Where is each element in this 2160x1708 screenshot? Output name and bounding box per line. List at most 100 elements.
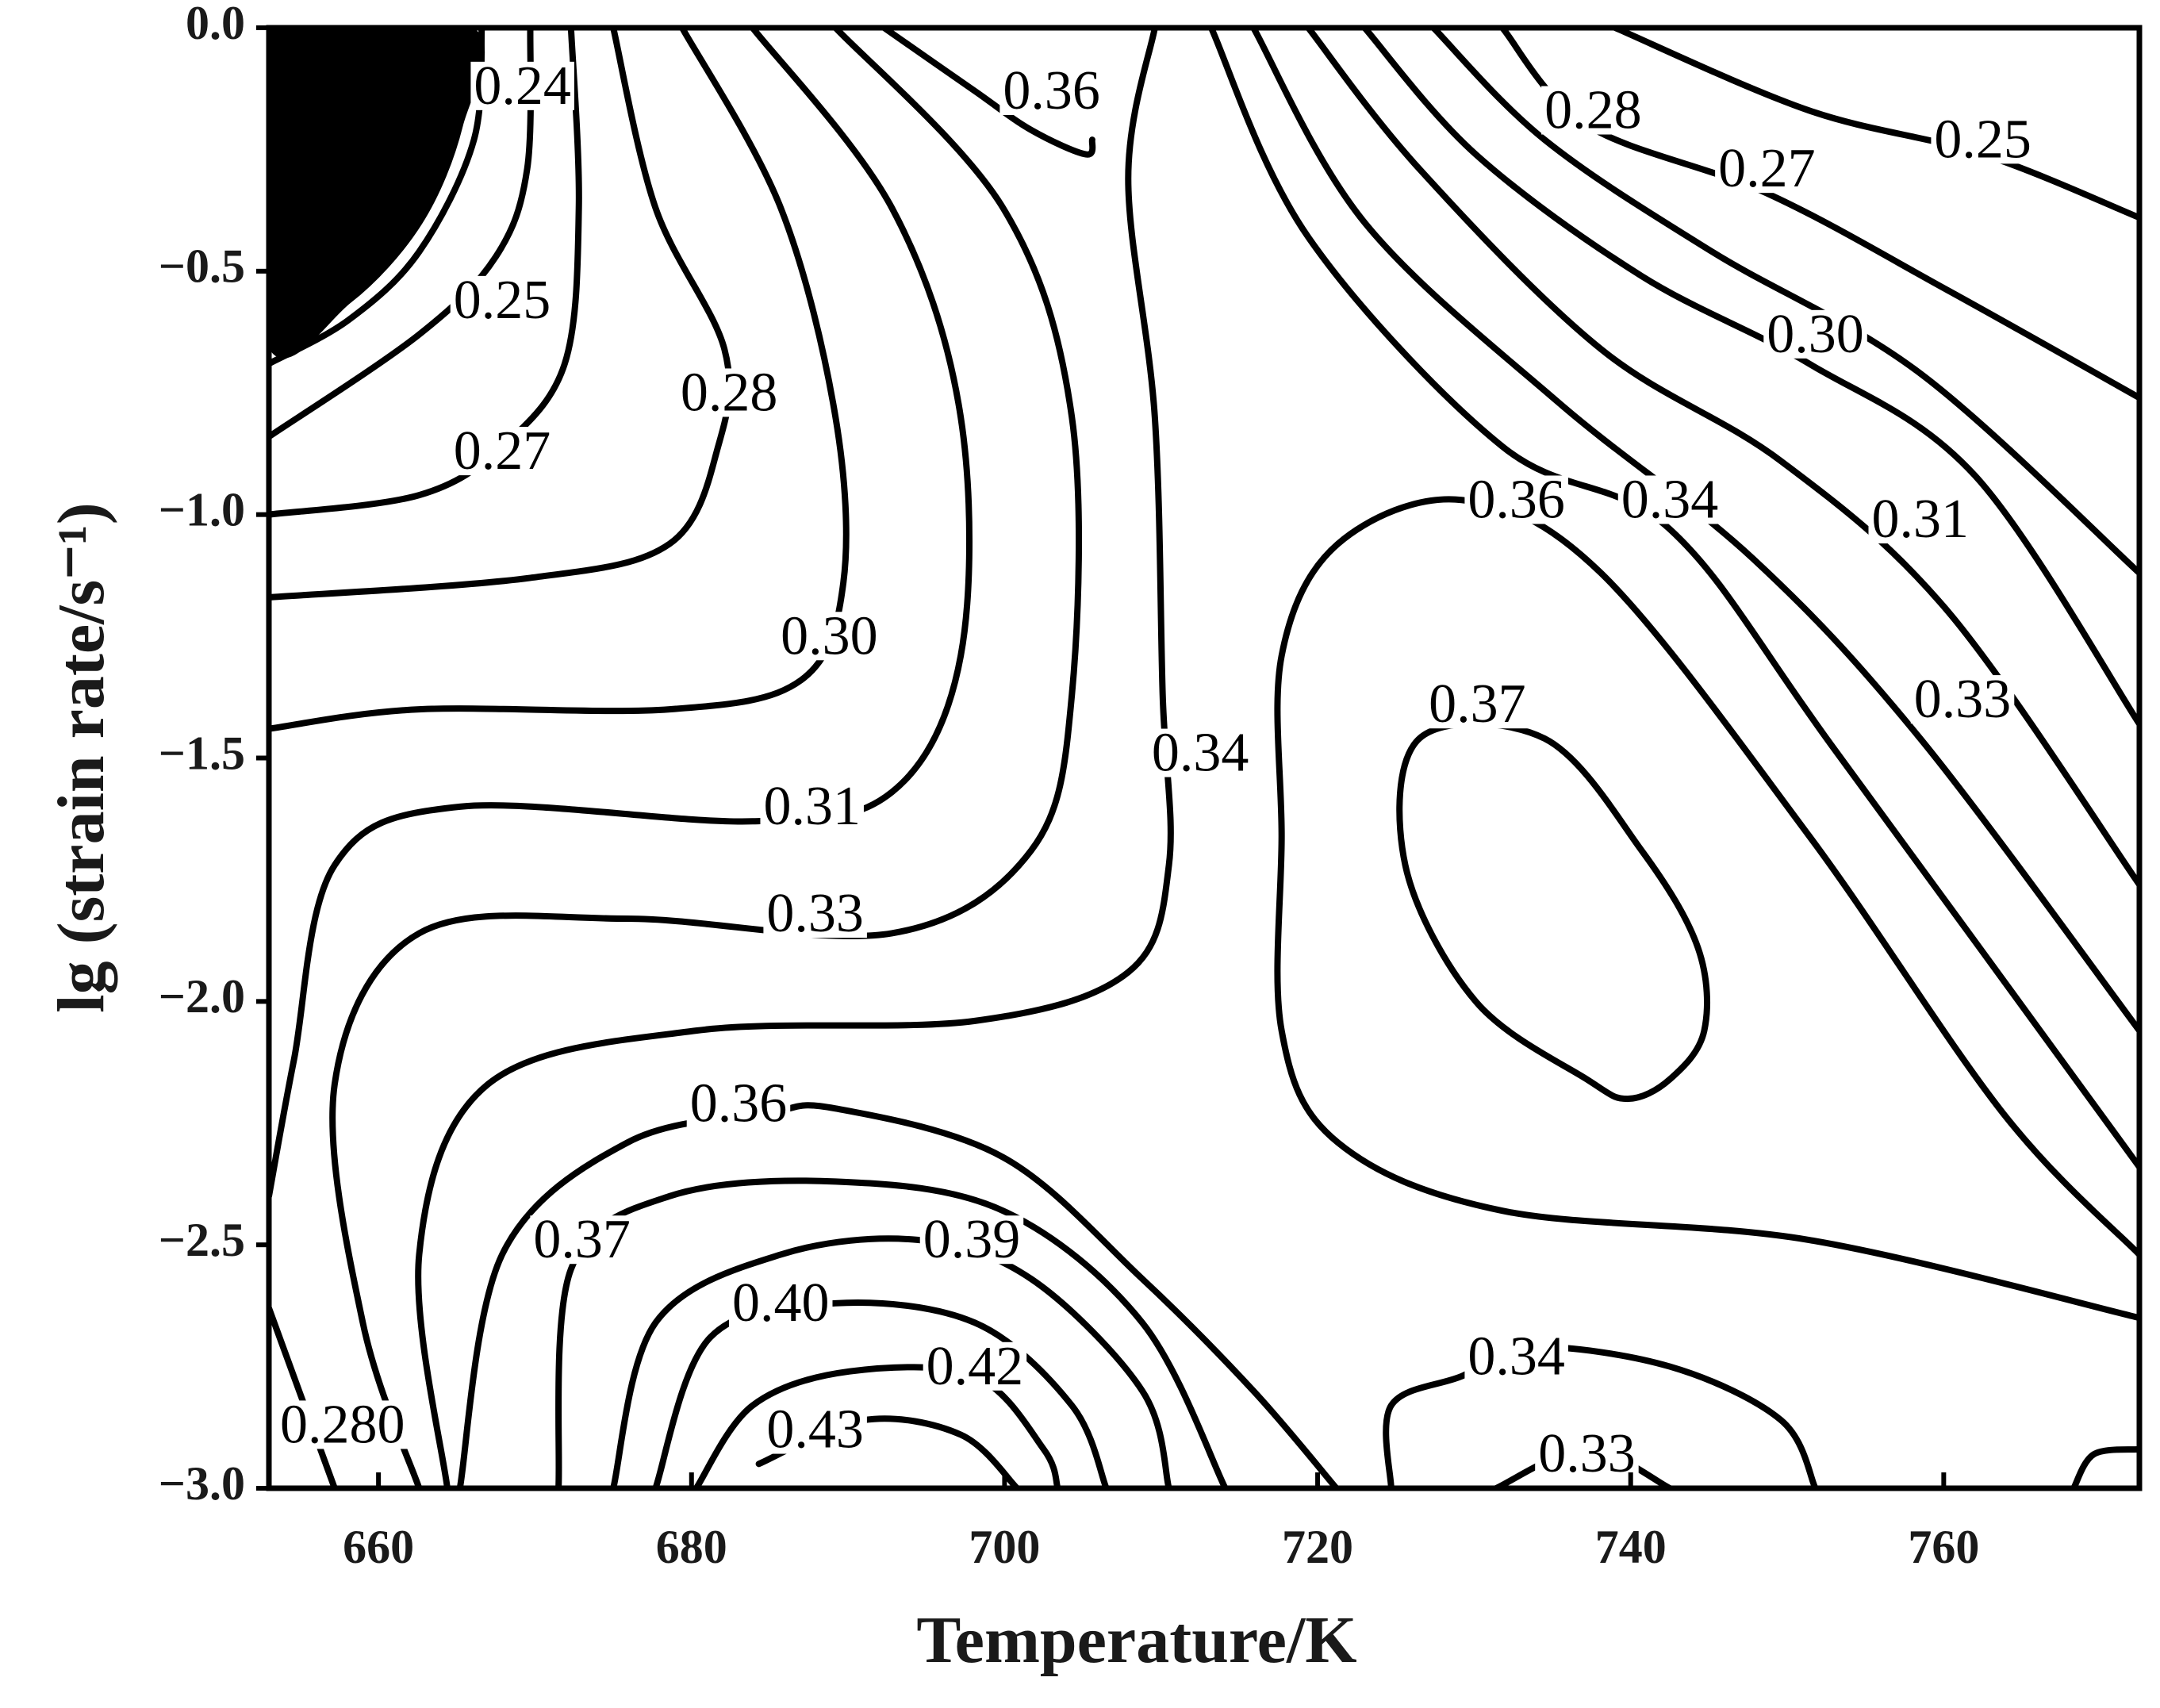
- contour-label: 0.28: [1544, 80, 1642, 141]
- contour-label-bg: [1617, 475, 1722, 524]
- contour-label-bg: [530, 1215, 634, 1265]
- contour-label-bg: [760, 782, 864, 831]
- contour-label-bg: [1541, 86, 1645, 135]
- contour-label-group: 0.30: [1763, 304, 1867, 365]
- contour-label: 0.31: [763, 776, 861, 837]
- contour-label-bg: [763, 889, 867, 938]
- contour-label-bg: [1931, 115, 2035, 164]
- contour-line: [880, 28, 1096, 158]
- y-tick-label: −2.5: [159, 1214, 245, 1266]
- contour-label: 0.42: [927, 1336, 1024, 1397]
- contour-line: [329, 28, 1083, 1488]
- contour-line: [2070, 1445, 2139, 1488]
- x-tick-label: 760: [1908, 1521, 1979, 1573]
- contour-line: [269, 28, 535, 440]
- contour-label: 0.27: [454, 420, 551, 482]
- contour-line: [269, 28, 582, 518]
- contour-label: 0.33: [766, 883, 864, 944]
- contour-label: 0.28: [681, 362, 778, 423]
- contour-label-bg: [1715, 144, 1819, 194]
- filled-region: [269, 28, 485, 359]
- contour-label-bg: [1425, 680, 1529, 729]
- contour-label-bg: [1910, 675, 2015, 724]
- contour-label-group: 0.37: [1425, 674, 1529, 735]
- contour-label: 0.24: [474, 56, 571, 117]
- contour-label-group: 0.40: [728, 1272, 833, 1334]
- contour-line: [269, 28, 733, 601]
- contour-label-group: 0.27: [1715, 138, 1819, 199]
- contour-label: 0.36: [690, 1073, 788, 1134]
- contour-label: 0.34: [1467, 1326, 1565, 1388]
- x-tick-label: 740: [1595, 1521, 1667, 1573]
- contour-line: [610, 1235, 1172, 1488]
- contour-label: 0.33: [1914, 669, 2012, 730]
- contour-label: 0.280: [280, 1394, 405, 1455]
- contour-label-group: 0.36: [686, 1073, 791, 1134]
- contour-label-group: 0.31: [760, 776, 864, 837]
- y-tick-label: −0.5: [159, 240, 245, 293]
- plot-area: 0.24 0.25 0.27 0.28 0.30 0.31 0.33 0.36 0.34 0.36…: [269, 28, 2139, 1488]
- contour-label-bg: [1464, 475, 1568, 524]
- contour-label-group: 0.33: [763, 883, 867, 944]
- x-tick-label: 700: [969, 1521, 1040, 1573]
- contour-label: 0.37: [533, 1209, 631, 1270]
- contour-label: 0.33: [1538, 1423, 1636, 1484]
- contour-label-group: 0.39: [919, 1209, 1024, 1270]
- x-axis-title: Temperature/K: [916, 1603, 1356, 1677]
- contour-label-bg: [1464, 1332, 1568, 1381]
- contour-line: [693, 1364, 1061, 1488]
- contour-label: 0.43: [766, 1399, 864, 1460]
- contour-label: 0.37: [1429, 674, 1526, 735]
- contour-label-group: 0.37: [530, 1209, 634, 1270]
- contour-label-group: 0.28: [677, 362, 781, 423]
- contour-label-group: 0.43: [763, 1399, 867, 1460]
- contour-line: [1274, 496, 2139, 1322]
- contour-line: [456, 1102, 1340, 1488]
- contour-label-bg: [777, 612, 881, 661]
- contour-label-group: 0.28: [1541, 80, 1645, 141]
- contour-label-group: 0.24: [470, 56, 574, 117]
- y-tick-label: −3.0: [159, 1457, 245, 1510]
- contour-label-bg: [470, 61, 574, 110]
- contour-label-group: 0.34: [1148, 723, 1253, 784]
- contour-label-bg: [450, 275, 554, 324]
- contour-label: 0.30: [781, 605, 878, 666]
- contour-label: 0.31: [1871, 489, 1969, 550]
- x-tick-label: 680: [656, 1521, 727, 1573]
- contour-label-group: 0.25: [450, 270, 554, 331]
- contour-label: 0.30: [1767, 304, 1864, 365]
- contour-label: 0.36: [1003, 60, 1100, 121]
- contour-label-group: 0.36: [1464, 469, 1568, 530]
- contour-label: 0.36: [1467, 469, 1565, 530]
- y-tick-label: −1.0: [159, 483, 245, 535]
- contour-label-group: 0.31: [1868, 489, 1972, 550]
- y-tick-label: 0.0: [186, 0, 245, 49]
- contour-label: 0.34: [1152, 723, 1249, 784]
- contour-label-bg: [999, 66, 1103, 115]
- contour-label-group: 0.33: [1910, 669, 2015, 730]
- contour-label-bg: [276, 1400, 409, 1449]
- contour-label: 0.25: [1934, 109, 2031, 170]
- contour-label-bg: [1148, 728, 1253, 777]
- contour-label: 0.25: [454, 270, 551, 331]
- contour-label-bg: [1868, 495, 1972, 544]
- contour-label-bg: [763, 1405, 867, 1454]
- contour-line: [652, 1299, 1110, 1488]
- contour-label-bg: [677, 368, 781, 417]
- contour-label-group: 0.34: [1617, 469, 1722, 530]
- contour-label-bg: [450, 427, 554, 476]
- contour-label-bg: [919, 1215, 1024, 1265]
- contour-label: 0.27: [1718, 138, 1816, 199]
- contour-label-group: 0.42: [923, 1336, 1027, 1397]
- contour-label-group: 0.280: [276, 1394, 409, 1455]
- contour-label-group: 0.30: [777, 605, 881, 666]
- contour-label-bg: [1763, 309, 1867, 359]
- contour-line: [1430, 28, 2139, 577]
- contour-label-bg: [923, 1341, 1027, 1391]
- x-tick-label: 720: [1282, 1521, 1353, 1573]
- contour-line: [1396, 720, 1711, 1103]
- y-axis-title: lg (strain rate/s⁻¹): [44, 502, 118, 1012]
- contour-label-group: 0.27: [450, 420, 554, 482]
- y-tick-label: −2.0: [159, 970, 245, 1023]
